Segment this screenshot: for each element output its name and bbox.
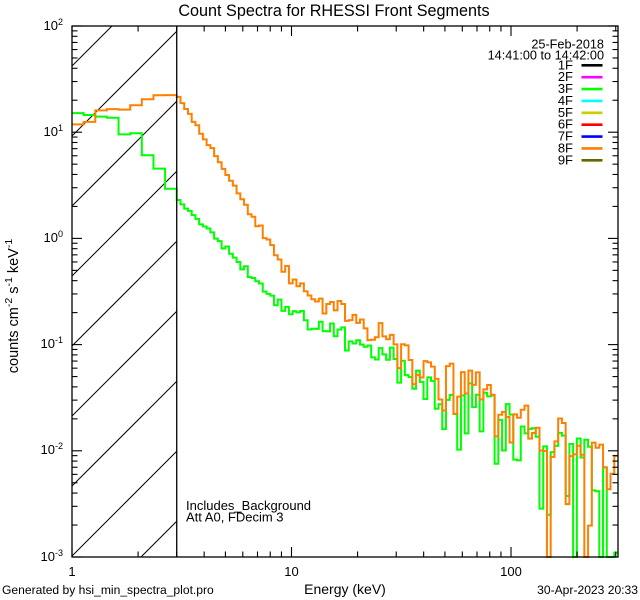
- svg-text:Generated by hsi_min_spectra_p: Generated by hsi_min_spectra_plot.pro: [2, 583, 214, 597]
- svg-text:Energy (keV): Energy (keV): [304, 581, 386, 597]
- svg-text:Att A0, FDecim 3: Att A0, FDecim 3: [186, 510, 284, 525]
- svg-text:Count Spectra for RHESSI Front: Count Spectra for RHESSI Front Segments: [178, 2, 489, 20]
- svg-text:14:41:00 to 14:42:00: 14:41:00 to 14:42:00: [488, 49, 604, 63]
- svg-text:10: 10: [284, 564, 298, 579]
- svg-text:100: 100: [500, 564, 522, 579]
- svg-text:30-Apr-2023 20:33: 30-Apr-2023 20:33: [537, 583, 638, 597]
- svg-text:9F: 9F: [558, 152, 573, 167]
- svg-text:1: 1: [68, 564, 75, 579]
